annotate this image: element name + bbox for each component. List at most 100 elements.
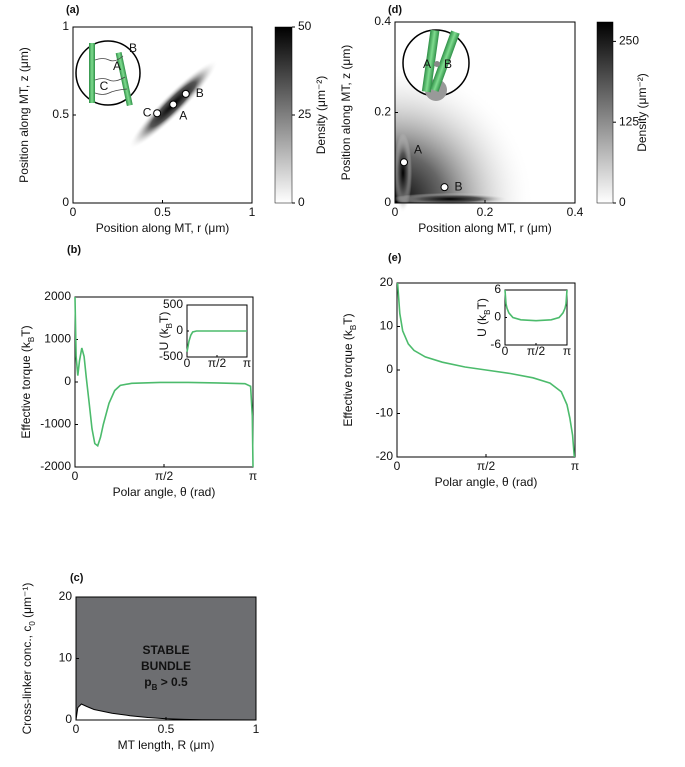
region-condition: pB > 0.5 xyxy=(144,675,188,691)
y-axis-label-part: Effective torque (k xyxy=(19,341,33,438)
microtubule xyxy=(89,43,95,103)
point xyxy=(169,100,178,109)
inset-schematic xyxy=(75,40,141,107)
y-tick-label: -10 xyxy=(376,406,394,420)
panel-label: (d) xyxy=(388,4,402,16)
density-field xyxy=(390,193,510,205)
microtubule xyxy=(421,29,440,93)
y-tick-label: 0 xyxy=(176,323,183,337)
y-axis-label-part: T) xyxy=(19,325,33,336)
y-axis-label-part: B xyxy=(165,323,174,328)
point-label: C xyxy=(143,105,152,119)
y-axis-label-part: U (k xyxy=(475,314,489,337)
y-axis-label: Position along MT, z (μm) xyxy=(17,47,31,183)
point xyxy=(400,158,408,167)
y-axis-label-part: Effective torque (k xyxy=(341,329,355,426)
x-tick-label: 0 xyxy=(72,469,79,483)
y-tick-label: 0.2 xyxy=(374,105,391,119)
point-label: A xyxy=(414,142,422,156)
y-axis-label-part: Cross-linker conc., c xyxy=(20,626,34,735)
crosslinker xyxy=(94,55,124,62)
panel-label: (b) xyxy=(67,244,81,256)
y-axis-label-part: B xyxy=(349,325,358,330)
y-axis-label-part: (μm⁻¹) xyxy=(20,583,34,622)
x-tick-label: 1 xyxy=(253,722,260,736)
region-label: STABLE xyxy=(142,643,189,657)
data-line xyxy=(186,330,247,352)
y-tick-label: 0 xyxy=(386,362,393,376)
y-axis-label-part: T) xyxy=(341,313,355,324)
x-tick-label: 0.5 xyxy=(158,722,175,736)
x-axis-label: Polar angle, θ (rad) xyxy=(113,485,216,499)
y-tick-label: 0 xyxy=(384,195,391,209)
y-axis-label-part: T) xyxy=(475,298,489,309)
x-tick-label: 1 xyxy=(249,205,256,219)
y-axis-label: Cross-linker conc., c0 (μm⁻¹) xyxy=(20,583,36,735)
inset-label: A xyxy=(113,59,121,73)
colorbar-tick-label: 0 xyxy=(619,195,626,209)
colorbar-tick-label: 125 xyxy=(619,114,639,128)
y-tick-label: 0 xyxy=(494,310,501,324)
x-tick-label: π xyxy=(249,469,257,483)
x-tick-label: 0 xyxy=(184,356,191,370)
y-tick-label: 20 xyxy=(380,275,394,289)
y-axis-label-part: B xyxy=(27,337,36,342)
point-label: A xyxy=(179,109,187,123)
y-tick-label: 1 xyxy=(62,19,69,33)
inset-schematic xyxy=(402,29,470,101)
panel-label: (a) xyxy=(66,4,80,16)
x-tick-label: 0.4 xyxy=(567,205,584,219)
y-tick-label: -6 xyxy=(490,337,501,351)
y-axis-label-part: 0 xyxy=(28,621,37,626)
colorbar-tick-label: 0 xyxy=(298,195,305,209)
y-tick-label: 0.4 xyxy=(374,14,391,28)
x-tick-label: π/2 xyxy=(155,469,174,483)
stable-region xyxy=(76,597,256,720)
x-axis-label: Position along MT, r (μm) xyxy=(96,221,230,235)
microtubule xyxy=(429,30,460,92)
colorbar-tick-label: 50 xyxy=(298,19,312,33)
y-tick-label: -500 xyxy=(159,349,183,363)
y-axis-label-part: B xyxy=(483,309,492,314)
y-tick-label: 0 xyxy=(64,374,71,388)
x-tick-label: 0 xyxy=(73,722,80,736)
y-axis-label-part: T) xyxy=(157,312,171,323)
y-tick-label: 0.5 xyxy=(52,107,69,121)
region-condition-part: B xyxy=(152,683,158,692)
colorbar xyxy=(596,21,614,204)
crosslinker xyxy=(94,88,128,95)
region-condition-part: p xyxy=(144,675,151,689)
y-tick-label: 10 xyxy=(59,651,73,665)
panel-label: (c) xyxy=(70,572,84,584)
inset-label: B xyxy=(444,57,452,71)
point xyxy=(181,89,190,98)
point-label: B xyxy=(455,179,463,193)
x-axis-label: Polar angle, θ (rad) xyxy=(435,475,538,489)
density-field xyxy=(394,133,412,213)
y-axis-label: U (kBT) xyxy=(475,298,491,337)
x-tick-label: π/2 xyxy=(208,356,227,370)
inset-label: B xyxy=(129,41,137,55)
x-tick-label: 0.5 xyxy=(154,205,171,219)
x-tick-label: π/2 xyxy=(527,344,546,358)
x-tick-label: 0 xyxy=(392,205,399,219)
x-tick-label: π xyxy=(563,344,571,358)
x-tick-label: 0 xyxy=(394,459,401,473)
colorbar-tick-label: 25 xyxy=(298,107,312,121)
y-tick-label: 10 xyxy=(380,319,394,333)
crosslinker xyxy=(434,61,440,67)
y-tick-label: 20 xyxy=(59,589,73,603)
inset-label: C xyxy=(100,79,109,93)
x-tick-label: 0 xyxy=(70,205,77,219)
y-tick-label: 500 xyxy=(163,297,183,311)
y-axis-label: Position along MT, z (μm) xyxy=(339,45,353,181)
x-tick-label: 0.2 xyxy=(477,205,494,219)
data-line xyxy=(396,282,576,458)
x-axis-label: MT length, R (μm) xyxy=(118,738,215,752)
region-condition-part: > 0.5 xyxy=(157,675,188,689)
data-line xyxy=(74,296,254,468)
y-tick-label: 1000 xyxy=(44,332,71,346)
y-axis-label: U (kBT) xyxy=(157,312,173,351)
y-axis-label: Effective torque (kBT) xyxy=(341,313,357,426)
